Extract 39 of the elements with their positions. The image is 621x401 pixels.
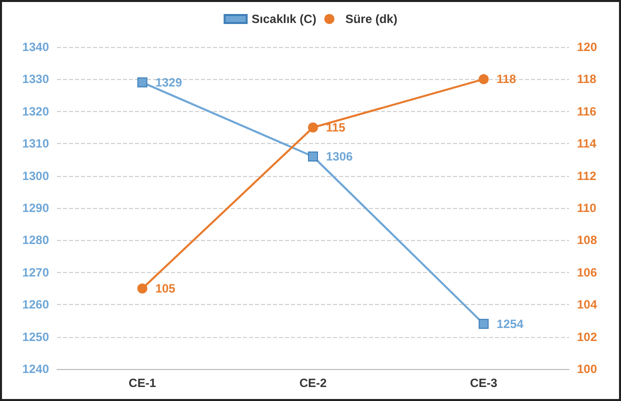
point <box>478 74 489 84</box>
point <box>137 284 148 294</box>
data-label: 1306 <box>326 149 354 164</box>
y2-tick-label: 116 <box>577 104 597 118</box>
legend-label: Sıcaklık (C) <box>252 12 316 26</box>
y2-tick-label: 120 <box>577 40 598 54</box>
y2-tick-label: 102 <box>577 330 598 344</box>
y-tick-label: 1290 <box>22 201 50 215</box>
y2-tick-label: 106 <box>577 265 598 280</box>
y-tick-label: 1260 <box>22 298 50 312</box>
y2-tick-label: 108 <box>577 233 598 248</box>
legend-label: Süre (dk) <box>345 12 398 26</box>
data-label: 1329 <box>155 75 182 90</box>
y2-tick-label: 104 <box>577 298 598 312</box>
y2-tick-label: 110 <box>577 201 597 215</box>
y-tick-label: 1250 <box>22 330 50 344</box>
y-tick-label: 1340 <box>22 40 50 54</box>
point <box>137 77 148 88</box>
y-tick-label: 1300 <box>22 168 50 183</box>
y-tick-label: 1280 <box>22 233 50 248</box>
data-label: 115 <box>326 120 346 134</box>
y2-tick-label: 100 <box>577 362 598 376</box>
x-tick-label: CE-3 <box>470 376 498 390</box>
y2-tick-label: 118 <box>577 72 597 86</box>
y-tick-label: 1330 <box>22 72 50 86</box>
point <box>478 318 489 329</box>
y-tick-label: 1320 <box>22 104 50 118</box>
point <box>308 151 318 162</box>
y-tick-label: 1310 <box>22 136 50 151</box>
x-tick-label: CE-2 <box>299 376 327 390</box>
y2-tick-label: 112 <box>577 168 597 183</box>
data-label: 1254 <box>496 316 524 331</box>
data-label: 105 <box>155 282 176 296</box>
y-tick-label: 1270 <box>22 265 50 280</box>
x-tick-label: CE-1 <box>128 376 156 390</box>
point <box>308 122 318 132</box>
data-label: 118 <box>496 72 516 86</box>
y2-tick-label: 114 <box>577 136 597 151</box>
y-tick-label: 1240 <box>22 362 50 376</box>
